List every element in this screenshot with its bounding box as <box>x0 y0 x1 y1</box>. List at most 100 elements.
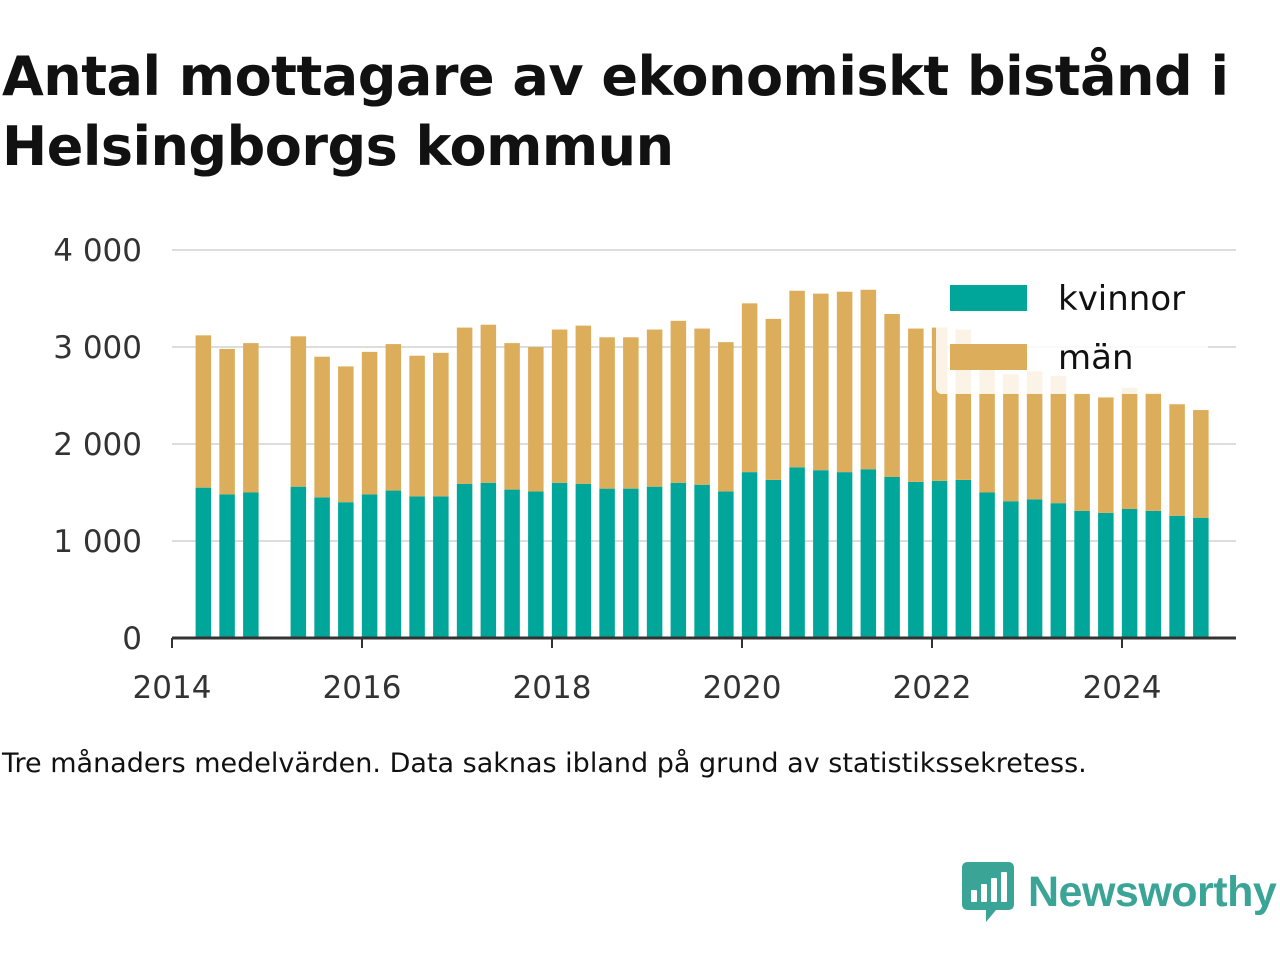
bar-man <box>836 291 853 473</box>
bar-kvinnor <box>813 470 829 638</box>
bar-man <box>765 318 782 480</box>
bar-kvinnor <box>338 502 354 638</box>
bar-man <box>718 342 734 492</box>
bar-kvinnor <box>1145 510 1162 638</box>
bar-kvinnor <box>931 480 948 638</box>
bar-kvinnor <box>1026 499 1043 638</box>
bar-man <box>338 366 354 503</box>
bar-man <box>789 290 805 468</box>
bar-man <box>1169 404 1185 516</box>
bar-man <box>409 355 425 497</box>
legend-label: kvinnor <box>1058 279 1185 319</box>
bar-man <box>551 329 568 483</box>
bar-man <box>694 328 710 485</box>
bar-man <box>314 356 330 498</box>
bar-kvinnor <box>195 487 212 638</box>
x-axis: 2014 2016 2018 2020 2022 2024 <box>133 636 1236 706</box>
bar-kvinnor <box>243 492 259 638</box>
bar-kvinnor <box>409 496 425 638</box>
bar-man <box>361 351 378 495</box>
bar-man <box>741 303 758 473</box>
legend-swatch <box>950 344 1027 370</box>
bar-kvinnor <box>979 492 995 638</box>
bar-man <box>884 314 900 477</box>
x-tick-label: 2016 <box>323 670 402 706</box>
bar-man <box>433 352 449 497</box>
bar-man <box>1074 393 1090 511</box>
bar-kvinnor <box>694 484 710 638</box>
bar-kvinnor <box>623 488 639 638</box>
chart-footnote: Tre månaders medelvärden. Data saknas ib… <box>2 748 1087 779</box>
bar-kvinnor <box>599 488 615 638</box>
bar-kvinnor <box>433 496 449 638</box>
bar-man <box>623 337 639 489</box>
bar-kvinnor <box>884 476 900 638</box>
bar-man <box>528 347 544 492</box>
bar-kvinnor <box>836 472 853 638</box>
bar-kvinnor <box>385 490 402 638</box>
bar-kvinnor <box>1074 510 1090 638</box>
bar-man <box>813 293 829 471</box>
bar-kvinnor <box>955 479 972 638</box>
bar-man <box>1050 376 1067 504</box>
bar-man <box>1098 397 1114 513</box>
bar-kvinnor <box>646 486 663 638</box>
bar-kvinnor <box>1121 508 1138 638</box>
newsworthy-logo-icon <box>962 862 1014 922</box>
bar-kvinnor <box>456 483 473 638</box>
x-tick-label: 2014 <box>133 670 212 706</box>
y-tick-label: 3 000 <box>53 330 142 366</box>
brand-name: Newsworthy <box>1028 867 1277 916</box>
bar-man <box>1121 387 1138 509</box>
bar-kvinnor <box>575 483 592 638</box>
bar-man <box>219 348 235 495</box>
bar-kvinnor <box>219 494 235 638</box>
bar-man <box>1193 410 1209 518</box>
bar-kvinnor <box>908 481 924 638</box>
bar-kvinnor <box>741 472 758 638</box>
bar-kvinnor <box>1050 503 1067 638</box>
legend-label: män <box>1058 338 1134 378</box>
bar-kvinnor <box>314 497 330 638</box>
bar-man <box>1003 374 1019 502</box>
bar-man <box>480 324 497 483</box>
y-axis-labels: 0 1 000 2 000 3 000 4 000 <box>53 233 142 657</box>
brand-logo: Newsworthy <box>962 862 1277 922</box>
y-tick-label: 4 000 <box>53 233 142 269</box>
x-tick-label: 2022 <box>893 670 972 706</box>
bar-kvinnor <box>480 482 497 638</box>
bar-man <box>504 343 520 490</box>
bar-man <box>646 329 663 487</box>
bars <box>195 289 1209 638</box>
bar-kvinnor <box>670 482 687 638</box>
x-tick-label: 2020 <box>703 670 782 706</box>
bar-kvinnor <box>1003 501 1019 638</box>
legend: kvinnor män <box>936 266 1208 394</box>
bar-kvinnor <box>1169 515 1185 638</box>
bar-kvinnor <box>860 469 877 638</box>
bar-man <box>1145 392 1162 511</box>
y-tick-label: 1 000 <box>53 524 142 560</box>
bar-man <box>599 337 615 489</box>
bar-kvinnor <box>789 467 805 638</box>
bar-man <box>860 289 877 470</box>
bar-man <box>908 328 924 482</box>
bar-man <box>290 336 307 487</box>
bar-kvinnor <box>528 491 544 638</box>
chart-title: Antal mottagare av ekonomiskt bistånd i … <box>2 45 1229 178</box>
bar-man <box>456 327 473 484</box>
bar-kvinnor <box>504 489 520 638</box>
bar-kvinnor <box>718 491 734 638</box>
x-tick-label: 2024 <box>1083 670 1162 706</box>
bar-man <box>243 343 259 493</box>
legend-swatch <box>950 285 1027 311</box>
bar-man <box>575 325 592 484</box>
bar-kvinnor <box>1193 517 1209 638</box>
bar-man <box>1026 371 1043 500</box>
y-tick-label: 2 000 <box>53 427 142 463</box>
bar-kvinnor <box>290 486 307 638</box>
bar-kvinnor <box>551 482 568 638</box>
bar-man <box>385 344 402 491</box>
bar-kvinnor <box>1098 512 1114 638</box>
